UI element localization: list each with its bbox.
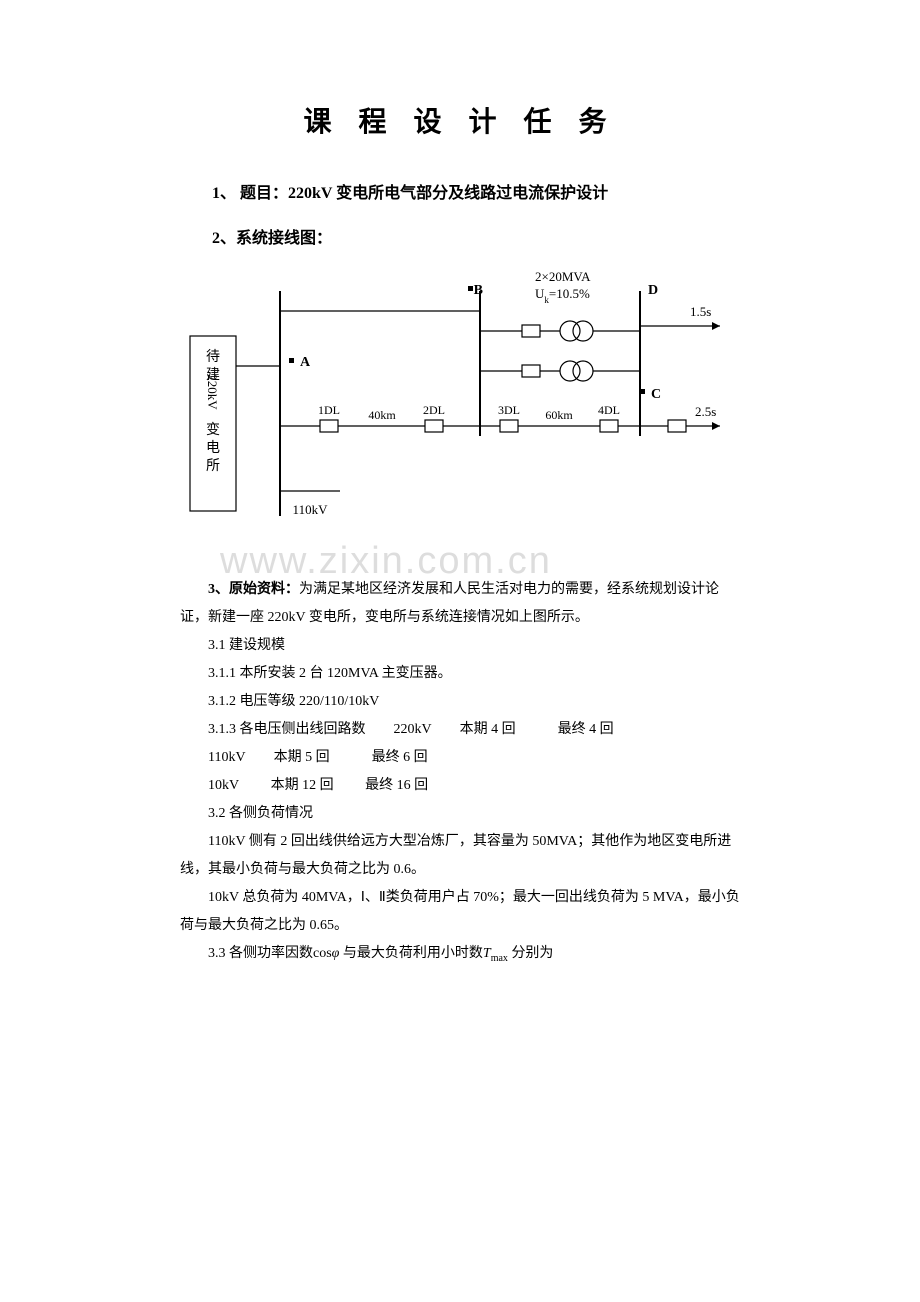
box-text-4: 变 bbox=[206, 422, 220, 438]
s3-2-text2: 10kV 总负荷为 40MVA，Ⅰ、Ⅱ类负荷用户占 70%；最大一回出线负荷为 … bbox=[180, 884, 740, 940]
s3-1: 3.1 建设规模 bbox=[180, 632, 740, 660]
label-B: B bbox=[474, 283, 483, 298]
s3-2: 3.2 各侧负荷情况 bbox=[180, 800, 740, 828]
label-D: D bbox=[648, 283, 658, 298]
node-A-marker bbox=[289, 358, 294, 363]
box-text-3: 220kV bbox=[205, 374, 220, 410]
s3-3-cos: cos bbox=[313, 946, 332, 961]
label-60km: 60km bbox=[545, 408, 573, 422]
s3-1-3b: 10kV 本期 12 回 最终 16 回 bbox=[180, 772, 740, 800]
label-C: C bbox=[651, 387, 661, 402]
section-3-intro: 3、原始资料：为满足某地区经济发展和人民生活对电力的需要，经系统规划设计论证，新… bbox=[180, 576, 740, 632]
s3-1-1: 3.1.1 本所安装 2 台 120MVA 主变压器。 bbox=[180, 660, 740, 688]
switch-out bbox=[668, 420, 686, 432]
arrow-1-head bbox=[712, 322, 720, 330]
s3-1-3a: 110kV 本期 5 回 最终 6 回 bbox=[180, 744, 740, 772]
s3-3-mid: 与最大负荷利用小时数 bbox=[343, 946, 483, 961]
node-C-marker bbox=[640, 389, 645, 394]
label-3dl: 3DL bbox=[498, 403, 520, 417]
s3-3-prefix: 3.3 各侧功率因数 bbox=[208, 946, 313, 961]
heading-topic: 1、 题目：220kV 变电所电气部分及线路过电流保护设计 bbox=[180, 180, 740, 209]
switch-1dl bbox=[320, 420, 338, 432]
time-1: 1.5s bbox=[690, 304, 711, 319]
node-B-marker bbox=[468, 286, 473, 291]
heading-3-prefix: 3、原始资料： bbox=[208, 582, 299, 597]
s3-3-max: max bbox=[491, 952, 508, 963]
label-2dl: 2DL bbox=[423, 403, 445, 417]
uk-label: Uk=10.5% bbox=[535, 286, 590, 305]
label-4dl: 4DL bbox=[598, 403, 620, 417]
box-text-5: 电 bbox=[206, 440, 220, 456]
s3-2-text1: 110kV 侧有 2 回出线供给远方大型冶炼厂，其容量为 50MVA；其他作为地… bbox=[180, 828, 740, 884]
switch-3dl bbox=[500, 420, 518, 432]
s3-3: 3.3 各侧功率因数cosφ 与最大负荷利用小时数Tmax 分别为 bbox=[180, 940, 740, 969]
label-110kv: 110kV bbox=[293, 502, 329, 517]
label-A: A bbox=[300, 355, 311, 370]
transformer-rating: 2×20MVA bbox=[535, 269, 591, 284]
xfmr1-c1 bbox=[560, 321, 580, 341]
heading-diagram: 2、系统接线图： bbox=[180, 225, 740, 254]
switch-b1 bbox=[522, 325, 540, 337]
switch-4dl bbox=[600, 420, 618, 432]
box-text-1: 待 bbox=[206, 349, 220, 365]
s3-1-3: 3.1.3 各电压侧出线回路数 220kV 本期 4 回 最终 4 回 bbox=[180, 716, 740, 744]
label-1dl: 1DL bbox=[318, 403, 340, 417]
box-text-6: 所 bbox=[206, 458, 220, 474]
xfmr1-c2 bbox=[573, 321, 593, 341]
xfmr2-c1 bbox=[560, 361, 580, 381]
switch-2dl bbox=[425, 420, 443, 432]
arrow-2-head bbox=[712, 422, 720, 430]
s3-1-2: 3.1.2 电压等级 220/110/10kV bbox=[180, 688, 740, 716]
xfmr2-c2 bbox=[573, 361, 593, 381]
page-title: 课 程 设 计 任 务 bbox=[180, 100, 740, 140]
system-diagram: 待 建 220kV 变 电 所 A B 2×20MVA Uk=10.5% D bbox=[180, 266, 740, 546]
s3-3-suffix: 分别为 bbox=[511, 946, 553, 961]
s3-3-T: T bbox=[483, 946, 491, 961]
label-40km: 40km bbox=[368, 408, 396, 422]
time-2: 2.5s bbox=[695, 404, 716, 419]
switch-b2 bbox=[522, 365, 540, 377]
s3-3-phi: φ bbox=[332, 946, 340, 961]
